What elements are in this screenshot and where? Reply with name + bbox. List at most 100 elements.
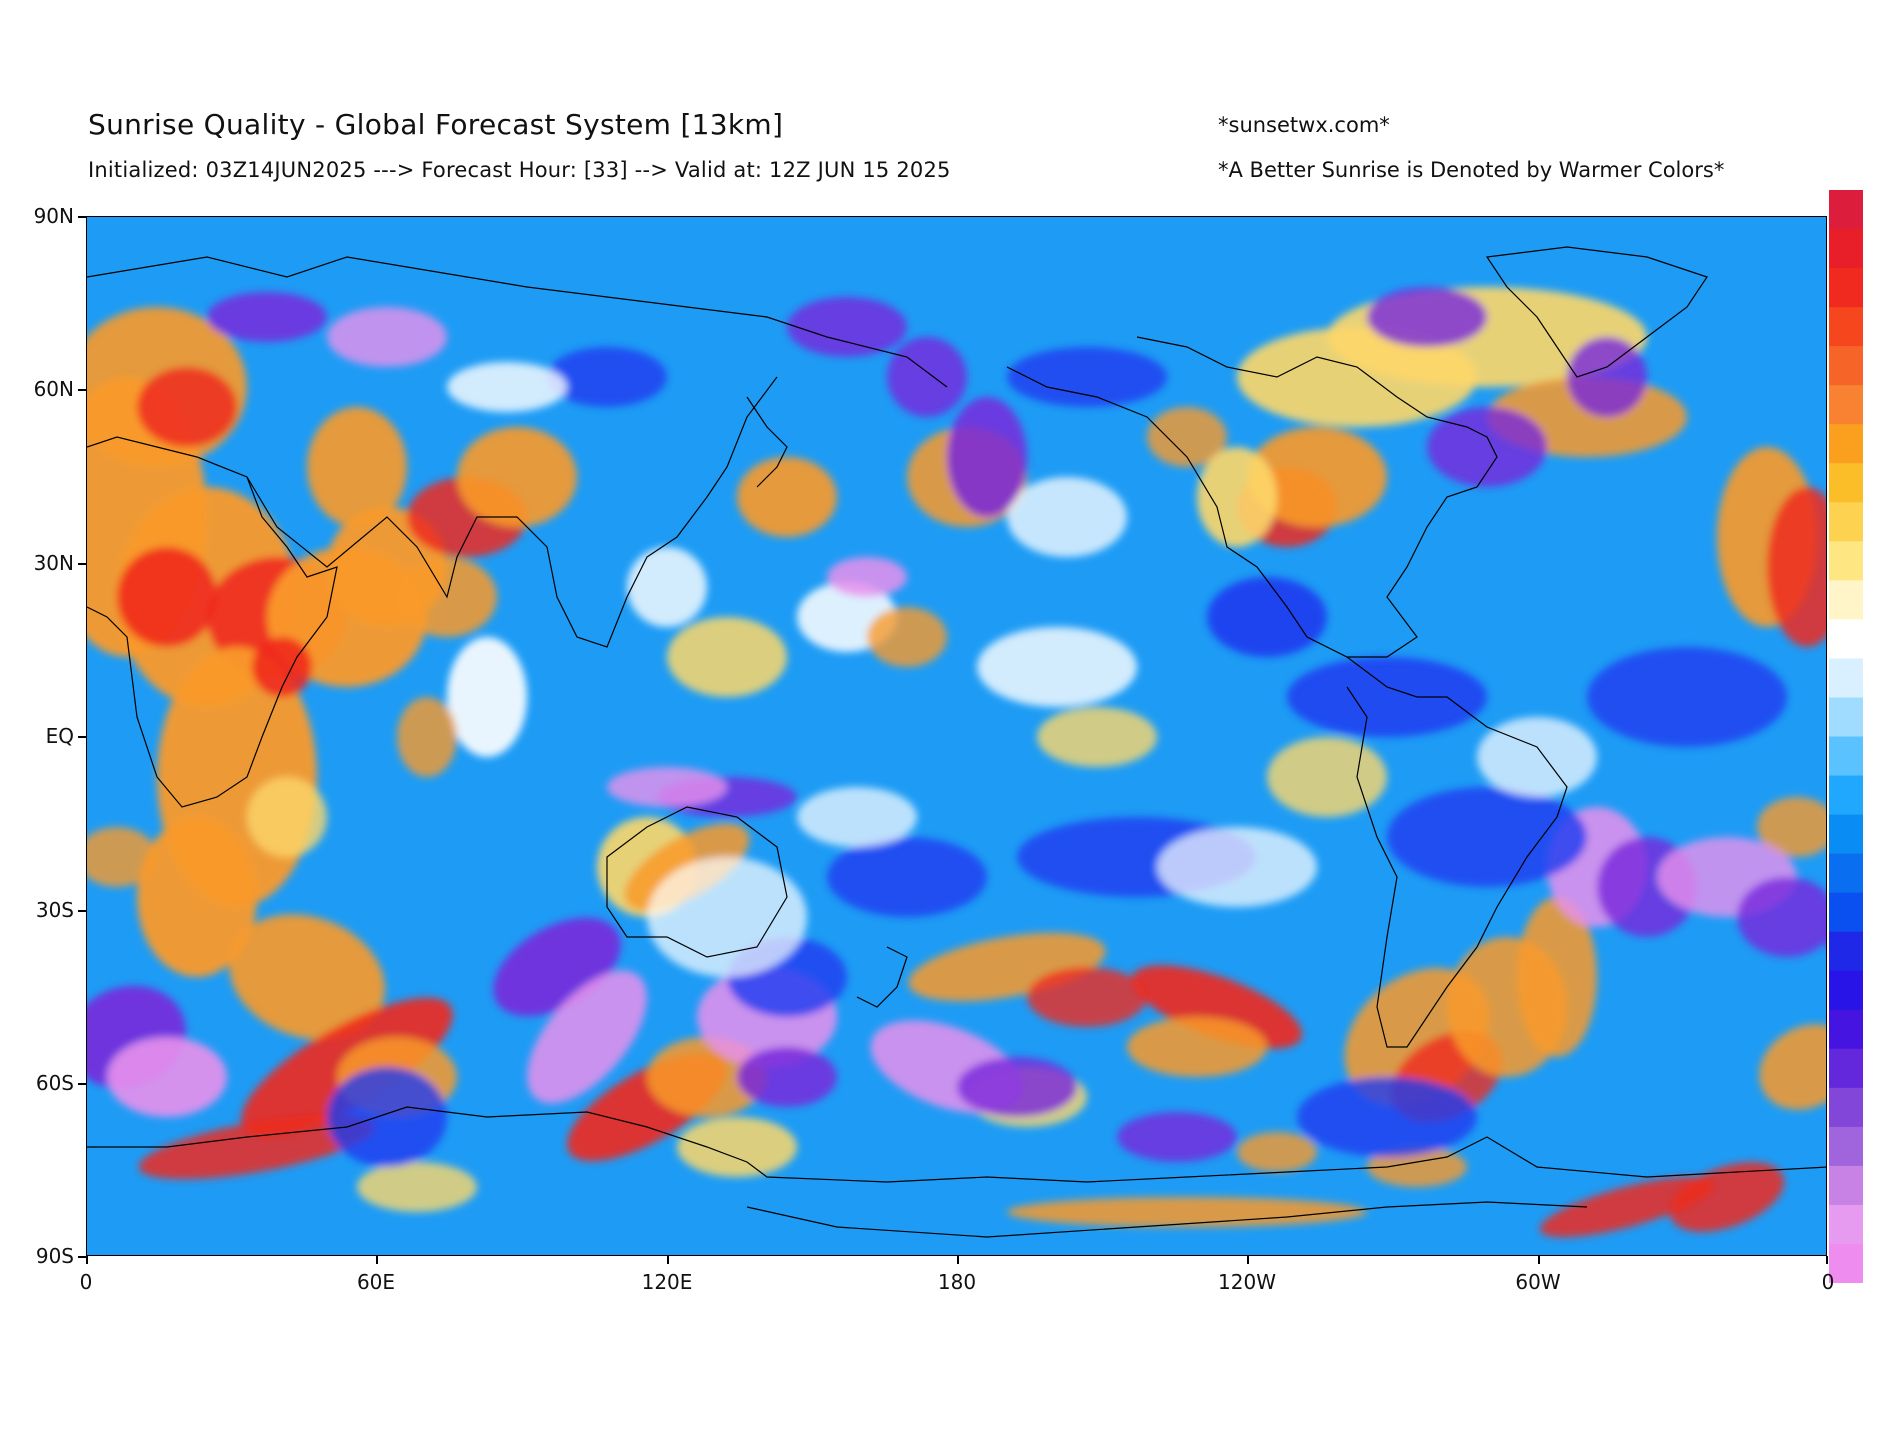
map-title: Sunrise Quality - Global Forecast System… xyxy=(88,108,784,141)
quality-blob-orange xyxy=(1007,1197,1367,1227)
quality-blob-white xyxy=(447,637,527,757)
quality-blob-yellow xyxy=(1197,447,1277,547)
colorbar-swatch xyxy=(1829,1243,1863,1284)
forecast-info: Initialized: 03Z14JUN2025 ---> Forecast … xyxy=(88,158,951,182)
coastline-path xyxy=(1006,336,1498,658)
quality-blobs xyxy=(87,287,1826,1238)
quality-blob-purple xyxy=(887,337,967,417)
colorbar-swatch xyxy=(1829,1204,1863,1245)
x-tick-label-0: 0 xyxy=(79,1270,93,1294)
y-tick xyxy=(78,1083,86,1085)
x-tick xyxy=(667,1256,669,1264)
quality-blob-red xyxy=(137,367,237,447)
x-tick-label-120w: 120W xyxy=(1218,1270,1276,1294)
colorbar-swatch xyxy=(1829,1048,1863,1089)
colorbar-swatch xyxy=(1829,1087,1863,1128)
colorbar-swatch xyxy=(1829,1126,1863,1167)
quality-blob-purple xyxy=(947,397,1027,517)
x-tick-label-0-east: 0 xyxy=(1821,1270,1835,1294)
y-tick xyxy=(78,389,86,391)
quality-blob-orange xyxy=(1247,427,1387,527)
x-tick xyxy=(376,1256,378,1264)
colorbar xyxy=(1829,190,1863,1284)
x-tick xyxy=(1538,1256,1540,1264)
colorbar-swatch xyxy=(1829,853,1863,894)
sunrise-quality-field xyxy=(87,217,1826,1255)
quality-blob-white xyxy=(797,787,917,847)
source-site: *sunsetwx.com* xyxy=(1218,113,1390,137)
colorbar-swatch xyxy=(1829,463,1863,504)
colorbar-swatch xyxy=(1829,190,1863,231)
quality-blob-orange xyxy=(867,607,947,667)
quality-blob-white xyxy=(1007,477,1127,557)
quality-blob-deep_blue xyxy=(327,1067,447,1167)
colorbar-swatch xyxy=(1829,229,1863,270)
quality-blob-orange xyxy=(1127,1017,1267,1077)
colorbar-swatch xyxy=(1829,931,1863,972)
quality-blob-red xyxy=(1767,487,1826,647)
quality-blob-violet xyxy=(607,767,727,807)
quality-blob-purple xyxy=(1427,407,1547,487)
x-tick xyxy=(957,1256,959,1264)
y-tick-label-30s: 30S xyxy=(35,898,74,922)
quality-blob-deep_blue xyxy=(1207,577,1327,657)
y-tick-label-90n: 90N xyxy=(33,204,74,228)
quality-blob-deep_blue xyxy=(1287,657,1487,737)
x-tick-label-60e: 60E xyxy=(356,1270,396,1294)
quality-blob-orange xyxy=(457,427,577,527)
color-note: *A Better Sunrise is Denoted by Warmer C… xyxy=(1218,158,1725,182)
quality-blob-orange xyxy=(1757,797,1826,857)
quality-blob-yellow xyxy=(1267,737,1387,817)
colorbar-gradient xyxy=(1829,190,1863,1284)
quality-blob-orange xyxy=(1517,897,1597,1057)
x-tick xyxy=(1826,1256,1828,1264)
quality-blob-white xyxy=(627,547,707,627)
quality-blob-white xyxy=(1477,717,1597,797)
y-tick xyxy=(78,910,86,912)
colorbar-swatch xyxy=(1829,307,1863,348)
colorbar-swatch xyxy=(1829,892,1863,933)
quality-blob-red xyxy=(117,547,217,647)
coastline-path xyxy=(87,256,948,388)
quality-blob-violet xyxy=(107,1037,227,1117)
x-tick xyxy=(86,1256,88,1264)
colorbar-swatch xyxy=(1829,541,1863,582)
quality-blob-yellow xyxy=(247,777,327,857)
y-tick-label-30n: 30N xyxy=(33,551,74,575)
quality-blob-purple xyxy=(1117,1112,1237,1162)
colorbar-swatch xyxy=(1829,385,1863,426)
y-tick xyxy=(78,563,86,565)
quality-blob-red xyxy=(1131,965,1303,1049)
quality-blob-deep_blue xyxy=(547,347,667,407)
colorbar-swatch xyxy=(1829,1165,1863,1206)
colorbar-swatch xyxy=(1829,736,1863,777)
coastline-path xyxy=(856,946,908,1008)
colorbar-swatch xyxy=(1829,697,1863,738)
quality-blob-orange xyxy=(737,457,837,537)
quality-blob-orange xyxy=(137,817,257,977)
x-tick-label-120e: 120E xyxy=(641,1270,693,1294)
colorbar-swatch xyxy=(1829,502,1863,543)
quality-blob-violet xyxy=(327,307,447,367)
quality-blob-orange xyxy=(229,914,385,1040)
quality-blob-red xyxy=(138,1114,376,1180)
y-tick xyxy=(78,736,86,738)
coastline-path xyxy=(87,1106,1826,1183)
quality-blob-white xyxy=(447,362,567,412)
y-tick-label-eq: EQ xyxy=(45,724,74,748)
coastline-path xyxy=(1485,246,1708,378)
y-tick-label-60n: 60N xyxy=(33,377,74,401)
quality-blob-white xyxy=(977,627,1137,707)
x-tick xyxy=(1247,1256,1249,1264)
forecast-map xyxy=(86,216,1827,1256)
quality-blob-deep_blue xyxy=(827,837,987,917)
quality-blob-orange xyxy=(307,407,407,527)
quality-blob-purple xyxy=(787,297,907,357)
colorbar-swatch xyxy=(1829,619,1863,660)
quality-blob-purple xyxy=(1367,287,1487,347)
quality-blob-red xyxy=(1669,1162,1785,1232)
quality-blob-red xyxy=(252,637,312,697)
quality-blob-orange xyxy=(1367,1147,1467,1187)
quality-blob-yellow xyxy=(667,617,787,697)
x-tick-label-60w: 60W xyxy=(1515,1270,1561,1294)
